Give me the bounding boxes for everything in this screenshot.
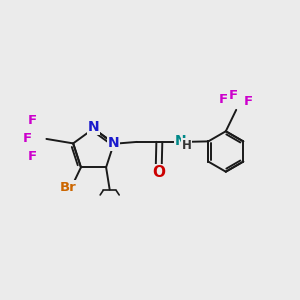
- Text: O: O: [152, 165, 165, 180]
- Text: F: F: [244, 95, 253, 108]
- Text: F: F: [28, 114, 37, 127]
- Text: F: F: [219, 93, 228, 106]
- Text: N: N: [175, 134, 187, 148]
- Text: F: F: [28, 150, 37, 163]
- Text: H: H: [182, 139, 192, 152]
- Text: N: N: [88, 120, 99, 134]
- Text: F: F: [229, 88, 238, 101]
- Text: F: F: [22, 132, 32, 146]
- Text: Br: Br: [60, 181, 77, 194]
- Text: N: N: [108, 136, 120, 150]
